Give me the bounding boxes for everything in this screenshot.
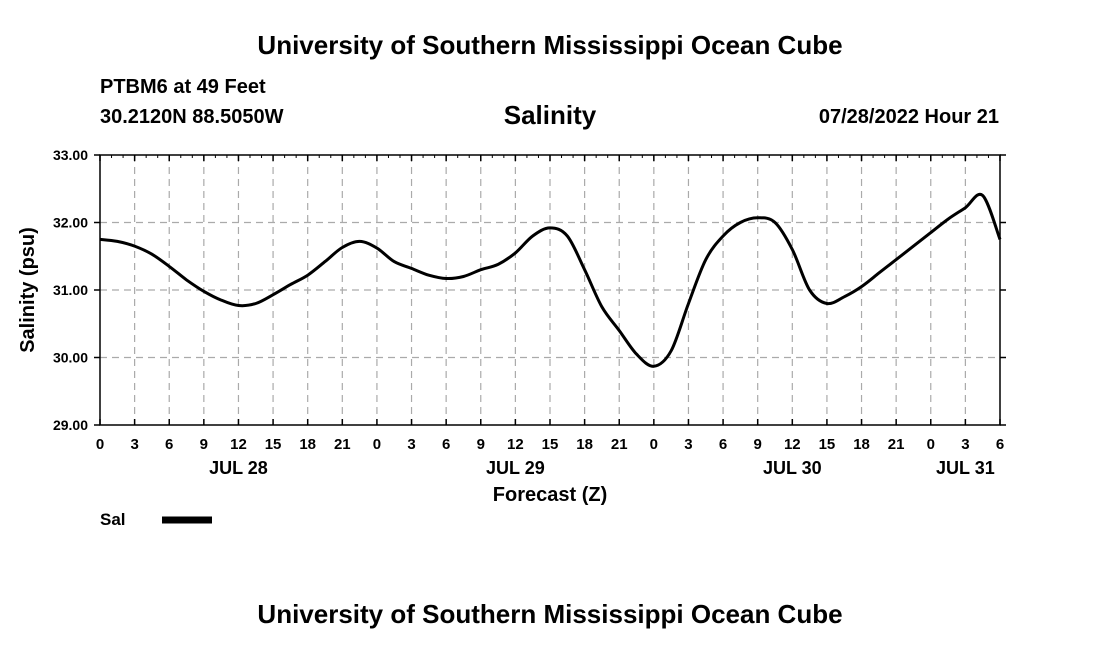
footer-title: University of Southern Mississippi Ocean… xyxy=(257,599,843,629)
x-tick-label: 21 xyxy=(611,436,628,453)
series-line-sal xyxy=(99,192,1002,368)
x-tick-label: 15 xyxy=(265,436,282,453)
coordinates-label: 30.2120N 88.5050W xyxy=(100,106,284,128)
forecast-datetime: 07/28/2022 Hour 21 xyxy=(818,106,999,128)
x-tick-label: 15 xyxy=(542,436,559,453)
x-tick-label: 15 xyxy=(819,436,836,453)
x-tick-label: 3 xyxy=(407,436,415,453)
station-label: PTBM6 at 49 Feet xyxy=(100,76,266,98)
x-tick-label: 3 xyxy=(961,436,969,453)
date-label: JUL 28 xyxy=(209,458,268,478)
x-tick-label: 12 xyxy=(230,436,247,453)
x-tick-label: 6 xyxy=(996,436,1004,453)
x-tick-label: 18 xyxy=(576,436,593,453)
y-tick-label: 31.00 xyxy=(53,282,88,298)
x-tick-label: 6 xyxy=(719,436,727,453)
x-tick-label: 0 xyxy=(650,436,658,453)
plot-frame xyxy=(99,154,1001,426)
date-label: JUL 30 xyxy=(763,458,822,478)
x-tick-label: 18 xyxy=(853,436,870,453)
x-tick-label: 9 xyxy=(754,436,762,453)
y-axis-label: Salinity (psu) xyxy=(17,227,39,353)
date-label: JUL 31 xyxy=(936,458,995,478)
x-tick-label: 3 xyxy=(130,436,138,453)
date-label: JUL 29 xyxy=(486,458,545,478)
x-tick-label: 0 xyxy=(96,436,104,453)
y-tick-label: 32.00 xyxy=(53,215,88,231)
x-tick-label: 6 xyxy=(165,436,173,453)
x-tick-label: 12 xyxy=(507,436,524,453)
y-tick-label: 33.00 xyxy=(53,147,88,163)
x-axis-label: Forecast (Z) xyxy=(493,484,607,506)
x-tick-label: 3 xyxy=(684,436,692,453)
x-tick-label: 18 xyxy=(299,436,316,453)
x-tick-label: 9 xyxy=(477,436,485,453)
y-tick-label: 29.00 xyxy=(53,417,88,433)
x-tick-label: 0 xyxy=(927,436,935,453)
y-tick-label: 30.00 xyxy=(53,350,88,366)
chart-title-banner: University of Southern Mississippi Ocean… xyxy=(257,30,843,60)
chart-title: Salinity xyxy=(503,100,597,130)
x-tick-label: 9 xyxy=(200,436,208,453)
legend-label: Sal xyxy=(100,510,126,529)
x-tick-label: 6 xyxy=(442,436,450,453)
x-tick-label: 12 xyxy=(784,436,801,453)
x-tick-label: 21 xyxy=(334,436,351,453)
x-tick-label: 21 xyxy=(888,436,905,453)
x-tick-label: 0 xyxy=(373,436,381,453)
